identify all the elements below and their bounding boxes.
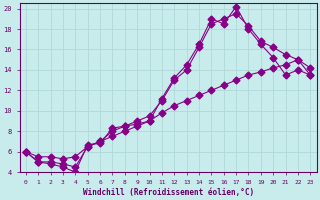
X-axis label: Windchill (Refroidissement éolien,°C): Windchill (Refroidissement éolien,°C) [83,188,254,197]
